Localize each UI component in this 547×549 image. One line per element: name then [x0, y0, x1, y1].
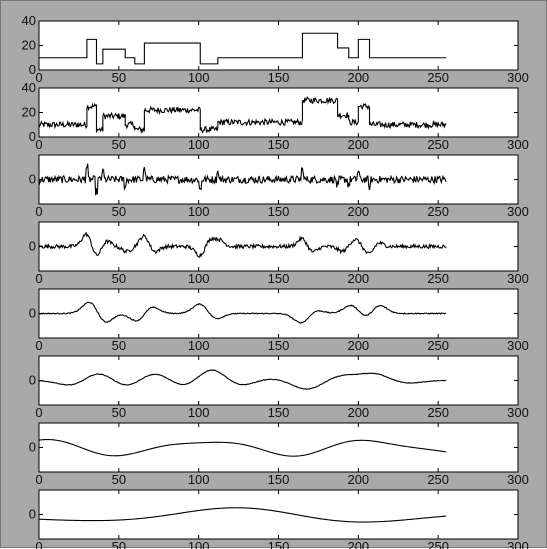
x-tick-label: 50: [112, 137, 126, 152]
x-tick-label: 0: [35, 539, 42, 549]
subplot-5: 0 50 100 150 200 250 300 0: [29, 288, 529, 353]
x-tick-label: 150: [268, 204, 290, 219]
x-tick-label: 250: [427, 70, 449, 85]
x-tick-label: 100: [188, 271, 210, 286]
subplot-3: 0 50 100 150 200 250 300 0: [29, 154, 529, 219]
x-tick-label: 150: [268, 539, 290, 549]
series-line-1: [38, 231, 447, 258]
subplot-6: 0 50 100 150 200 250 300 0: [29, 355, 529, 420]
y-tick-label: 20: [22, 105, 36, 120]
y-tick-label: 40: [22, 80, 36, 95]
x-tick-label: 100: [188, 472, 210, 487]
y-tick-label: 0: [29, 507, 36, 522]
series-line-1: [38, 301, 447, 324]
x-tick-label: 150: [268, 405, 290, 420]
y-tick-label: 0: [29, 172, 36, 187]
series-line-1: [38, 439, 447, 457]
x-tick-label: 0: [35, 405, 42, 420]
x-tick-label: 150: [268, 70, 290, 85]
x-tick-label: 150: [268, 472, 290, 487]
x-tick-label: 300: [507, 271, 529, 286]
x-tick-label: 100: [188, 539, 210, 549]
x-tick-label: 50: [112, 271, 126, 286]
x-tick-label: 250: [427, 472, 449, 487]
series-line-1: [39, 32, 447, 65]
y-tick-label: 20: [22, 38, 36, 53]
x-tick-label: 200: [347, 137, 369, 152]
y-tick-label: 0: [29, 440, 36, 455]
x-tick-label: 200: [347, 204, 369, 219]
subplot-4: 0 50 100 150 200 250 300 0: [29, 221, 529, 286]
x-tick-label: 50: [112, 539, 126, 549]
x-tick-label: 200: [347, 271, 369, 286]
x-tick-label: 100: [188, 137, 210, 152]
x-tick-label: 100: [188, 204, 210, 219]
x-tick-label: 250: [427, 539, 449, 549]
y-tick-label: 0: [29, 373, 36, 388]
x-tick-label: 250: [427, 137, 449, 152]
series-line-1: [38, 96, 447, 135]
x-tick-label: 100: [188, 70, 210, 85]
y-tick-label: 0: [29, 306, 36, 321]
x-tick-label: 300: [507, 137, 529, 152]
x-tick-label: 0: [35, 137, 42, 152]
x-tick-label: 0: [35, 472, 42, 487]
x-tick-label: 50: [112, 204, 126, 219]
x-tick-label: 300: [507, 472, 529, 487]
y-tick-label: 0: [29, 62, 36, 77]
x-tick-label: 50: [112, 338, 126, 353]
subplot-8: 0 50 100 150 200 250 300 0: [29, 489, 529, 549]
x-tick-label: 250: [427, 204, 449, 219]
axes-box: [38, 422, 519, 473]
x-tick-label: 250: [427, 338, 449, 353]
series-line-1: [38, 507, 447, 523]
x-tick-label: 100: [188, 338, 210, 353]
subplot-2: 0 50 100 150 200 250 300 0 20 40: [22, 80, 529, 152]
y-tick-label: 40: [22, 13, 36, 28]
y-tick-label: 0: [29, 129, 36, 144]
x-tick-label: 300: [507, 338, 529, 353]
x-tick-label: 50: [112, 405, 126, 420]
x-tick-label: 0: [35, 70, 42, 85]
series-line-1: [38, 369, 447, 390]
x-tick-label: 200: [347, 472, 369, 487]
x-tick-label: 150: [268, 137, 290, 152]
x-tick-label: 200: [347, 539, 369, 549]
x-tick-label: 200: [347, 338, 369, 353]
x-tick-label: 250: [427, 405, 449, 420]
x-tick-label: 250: [427, 271, 449, 286]
x-tick-label: 0: [35, 271, 42, 286]
x-tick-label: 0: [35, 338, 42, 353]
subplot-7: 0 50 100 150 200 250 300 0: [29, 422, 529, 487]
x-tick-label: 300: [507, 70, 529, 85]
x-tick-label: 300: [507, 539, 529, 549]
axes-box: [38, 20, 519, 71]
x-tick-label: 200: [347, 70, 369, 85]
x-tick-label: 50: [112, 472, 126, 487]
x-tick-label: 150: [268, 271, 290, 286]
subplot-1: 0 50 100 150 200 250 300 0 20 40: [22, 13, 529, 85]
x-tick-label: 100: [188, 405, 210, 420]
axes-box: [38, 87, 519, 138]
x-tick-label: 300: [507, 405, 529, 420]
axes-box: [38, 489, 519, 540]
x-tick-label: 200: [347, 405, 369, 420]
series-line-1: [38, 163, 447, 196]
x-tick-label: 300: [507, 204, 529, 219]
y-tick-label: 0: [29, 239, 36, 254]
x-tick-label: 50: [112, 70, 126, 85]
x-tick-label: 150: [268, 338, 290, 353]
x-tick-label: 0: [35, 204, 42, 219]
